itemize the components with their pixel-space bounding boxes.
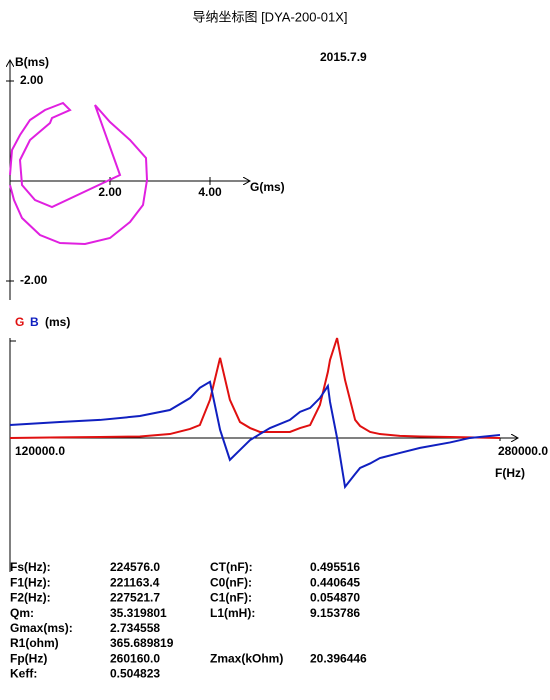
param-value: 224576.0 <box>110 560 160 574</box>
param-label: C1(nF): <box>210 591 252 605</box>
y-tick-label: -2.00 <box>20 273 48 287</box>
param-label: L1(mH): <box>210 606 255 620</box>
param-value: 35.319801 <box>110 606 167 620</box>
param-label: C0(nF): <box>210 575 252 589</box>
x-axis-label: G(ms) <box>250 180 285 194</box>
param-value: 260160.0 <box>110 651 160 665</box>
x-axis-label: F(Hz) <box>495 466 525 480</box>
y-axis-label: (ms) <box>45 315 70 329</box>
param-label: Qm: <box>10 606 34 620</box>
legend-entry: B <box>30 315 39 329</box>
param-value: 365.689819 <box>110 636 174 650</box>
legend-entry: G <box>15 315 24 329</box>
x-tick-label: 280000.0 <box>498 444 548 458</box>
x-tick-label: 4.00 <box>198 185 222 199</box>
param-label: Fs(Hz): <box>10 560 51 574</box>
param-value: 0.054870 <box>310 591 360 605</box>
param-label: F1(Hz): <box>10 575 51 589</box>
param-label: F2(Hz): <box>10 591 51 605</box>
param-label: Gmax(ms): <box>10 621 73 635</box>
param-label: CT(nF): <box>210 560 253 574</box>
param-value: 2.734558 <box>110 621 160 635</box>
window-title: 导纳坐标图 [DYA-200-01X] <box>192 9 347 24</box>
param-value: 9.153786 <box>310 606 360 620</box>
param-label: Keff: <box>10 667 37 681</box>
param-value: 0.495516 <box>310 560 360 574</box>
param-value: 0.440645 <box>310 575 360 589</box>
x-tick-label: 120000.0 <box>15 444 65 458</box>
param-label: R1(ohm) <box>10 636 59 650</box>
param-value: 0.504823 <box>110 667 160 681</box>
param-label: Zmax(kOhm) <box>210 651 283 665</box>
x-tick-label: 2.00 <box>98 185 122 199</box>
y-tick-label: 2.00 <box>20 73 44 87</box>
admittance-curve <box>9 101 149 246</box>
series-line <box>9 380 501 490</box>
param-label: Fp(Hz) <box>10 651 47 665</box>
date: 2015.7.9 <box>320 50 367 64</box>
y-axis-label: B(ms) <box>15 55 49 69</box>
series-line <box>9 337 501 439</box>
param-value: 221163.4 <box>110 575 160 589</box>
param-value: 227521.7 <box>110 591 160 605</box>
param-value: 20.396446 <box>310 651 367 665</box>
